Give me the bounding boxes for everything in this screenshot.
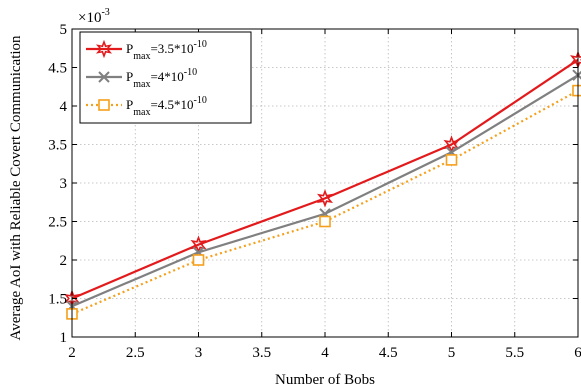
legend-label: Pmax=3.5*10-10	[126, 39, 207, 62]
legend-label: Pmax=4.5*10-10	[126, 95, 207, 118]
data-point-square	[98, 99, 110, 111]
data-point-square	[572, 84, 581, 97]
x-tick-label: 2.5	[126, 345, 145, 361]
y-tick-label: 4.5	[48, 61, 67, 77]
data-point-star	[316, 189, 334, 208]
x-tick-label: 5.5	[505, 345, 524, 361]
data-point-star	[95, 39, 113, 59]
series-layer	[63, 50, 581, 320]
y-tick-label: 3.5	[48, 138, 67, 154]
y-multiplier-label: ×10-3	[78, 7, 110, 26]
x-tick-label: 4	[321, 345, 329, 361]
y-multiplier-exponent: -3	[101, 7, 109, 18]
x-tick-label: 4.5	[379, 345, 398, 361]
x-tick-label: 5	[448, 345, 456, 361]
legend-entry-1: Pmax=3.5*10-10	[86, 39, 207, 62]
ticks-layer: 2 2.5 3 3.5 4 4.5 5 5.5 6 1 1.5 2 2.5 3 3.5 4 4.5 5	[48, 22, 581, 361]
y-tick-label: 5	[60, 22, 68, 38]
y-tick-label: 2	[60, 253, 68, 269]
x-tick-label: 6	[574, 345, 581, 361]
legend: Pmax=3.5*10-10 Pmax=4*10-10 Pmax=4.5*10-10	[79, 31, 252, 124]
x-axis-label: Number of Bobs	[275, 372, 375, 388]
x-tick-label: 3.5	[252, 345, 271, 361]
data-point-square	[445, 154, 458, 166]
x-marker-stroke	[98, 71, 110, 83]
data-point-x	[572, 69, 581, 81]
y-tick-label: 1.5	[48, 292, 67, 308]
data-point-square	[319, 215, 331, 228]
y-tick-label: 4	[60, 99, 68, 115]
legend-entry-2: Pmax=4*10-10	[86, 67, 197, 90]
data-point-square	[192, 254, 205, 266]
y-tick-label: 2.5	[48, 215, 67, 231]
series-line	[71, 89, 579, 315]
legend-label: Pmax=4*10-10	[126, 67, 197, 90]
y-tick-label: 3	[60, 176, 68, 192]
x-tick-label: 2	[68, 345, 76, 361]
data-point-x	[98, 71, 110, 83]
legend-entry-3: Pmax=4.5*10-10	[86, 95, 207, 118]
x-tick-label: 3	[195, 345, 203, 361]
y-multiplier-base: ×10	[78, 10, 101, 26]
series-line	[71, 58, 579, 300]
y-axis-label: Average AoI with Reliable Covert Communi…	[8, 35, 24, 341]
y-tick-label: 1	[60, 330, 68, 346]
